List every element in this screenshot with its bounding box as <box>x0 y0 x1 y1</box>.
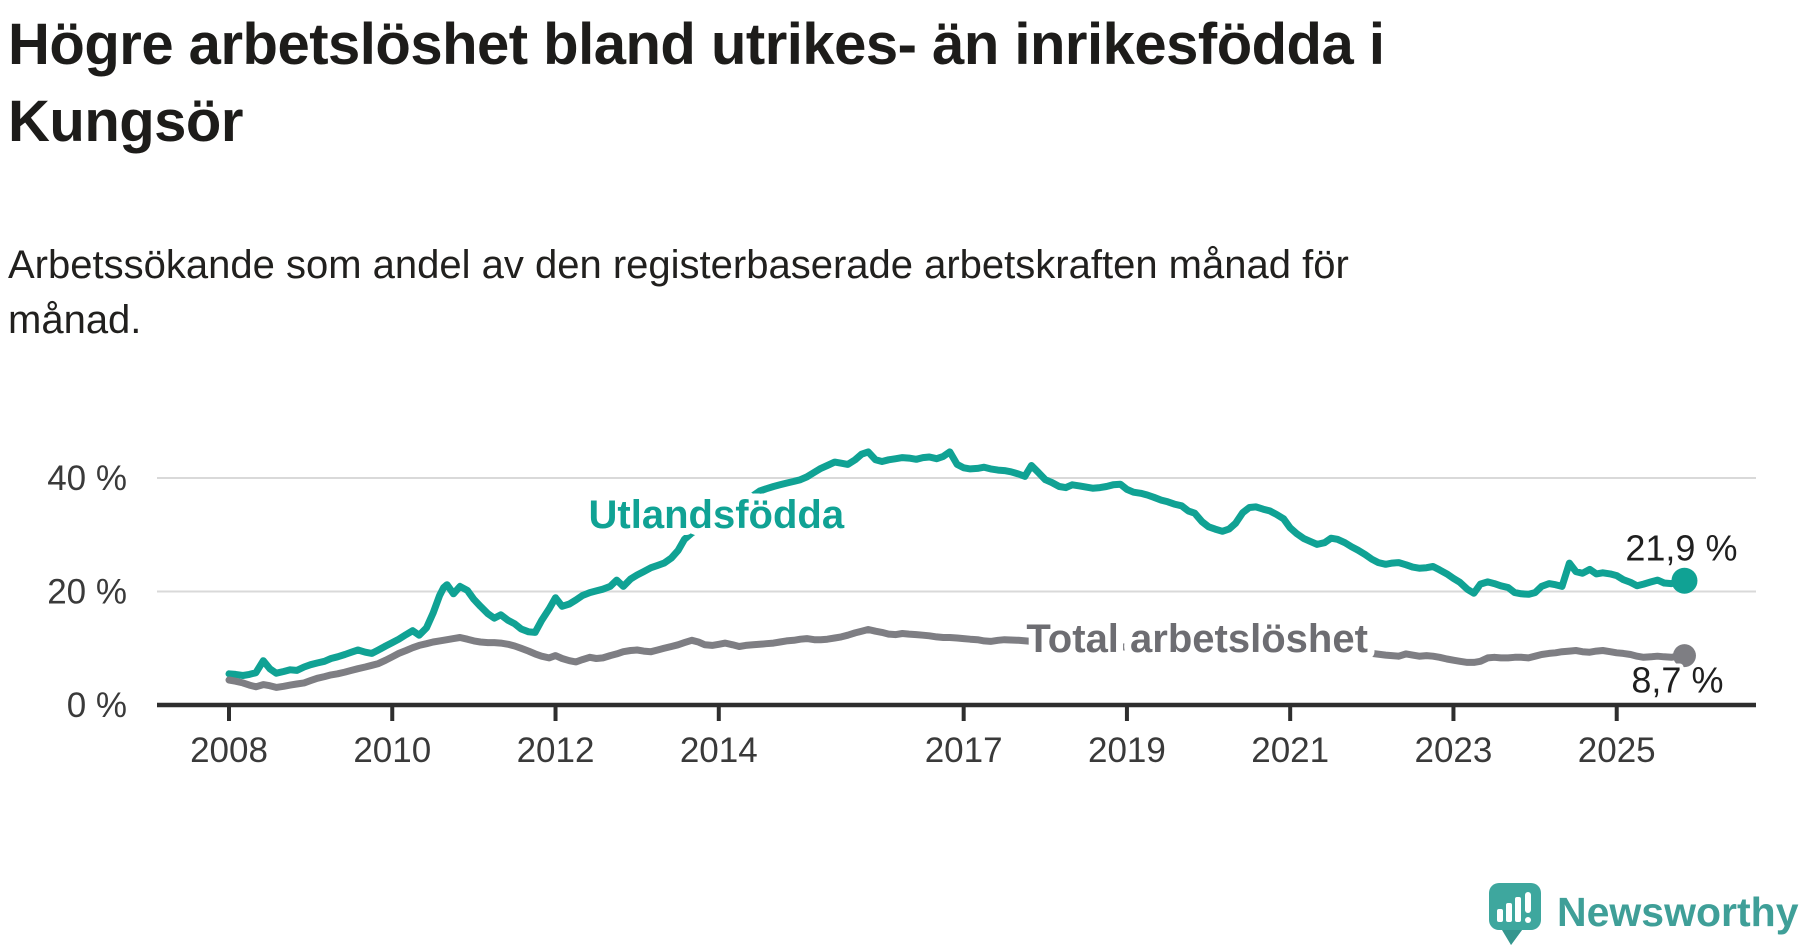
x-tick-label: 2025 <box>1578 731 1656 770</box>
chart-title: Högre arbetslöshet bland utrikes- än inr… <box>8 12 1385 154</box>
x-tick-label: 2021 <box>1251 731 1329 770</box>
y-tick-label: 20 % <box>47 573 127 612</box>
y-tick-label: 40 % <box>47 459 127 498</box>
x-tick-label: 2023 <box>1415 731 1493 770</box>
end-value-label: 8,7 % <box>1631 660 1723 701</box>
end-dot-utlandsfodda <box>1671 567 1698 594</box>
y-tick-label: 0 % <box>67 686 127 725</box>
x-tick-label: 2014 <box>680 731 758 770</box>
series-label-utlandsfodda: Utlandsfödda <box>589 493 845 537</box>
x-tick-label: 2019 <box>1088 731 1166 770</box>
end-value-label: 21,9 % <box>1625 528 1737 569</box>
x-tick-label: 2017 <box>925 731 1003 770</box>
chart-subtitle: Arbetssökande som andel av den registerb… <box>8 243 1349 342</box>
series-label-total: Total arbetslöshet <box>1026 617 1368 661</box>
series-line-utlandsfodda <box>225 448 1688 679</box>
x-tick-label: 2012 <box>517 731 595 770</box>
x-tick-label: 2010 <box>353 731 431 770</box>
x-tick-label: 2008 <box>190 731 268 770</box>
series-line-total <box>225 626 1688 691</box>
newsworthy-icon <box>1489 883 1541 945</box>
end-dot-total <box>1672 644 1696 668</box>
newsworthy-logo: Newsworthy <box>1488 882 1799 948</box>
newsworthy-brand-text: Newsworthy <box>1557 889 1799 935</box>
